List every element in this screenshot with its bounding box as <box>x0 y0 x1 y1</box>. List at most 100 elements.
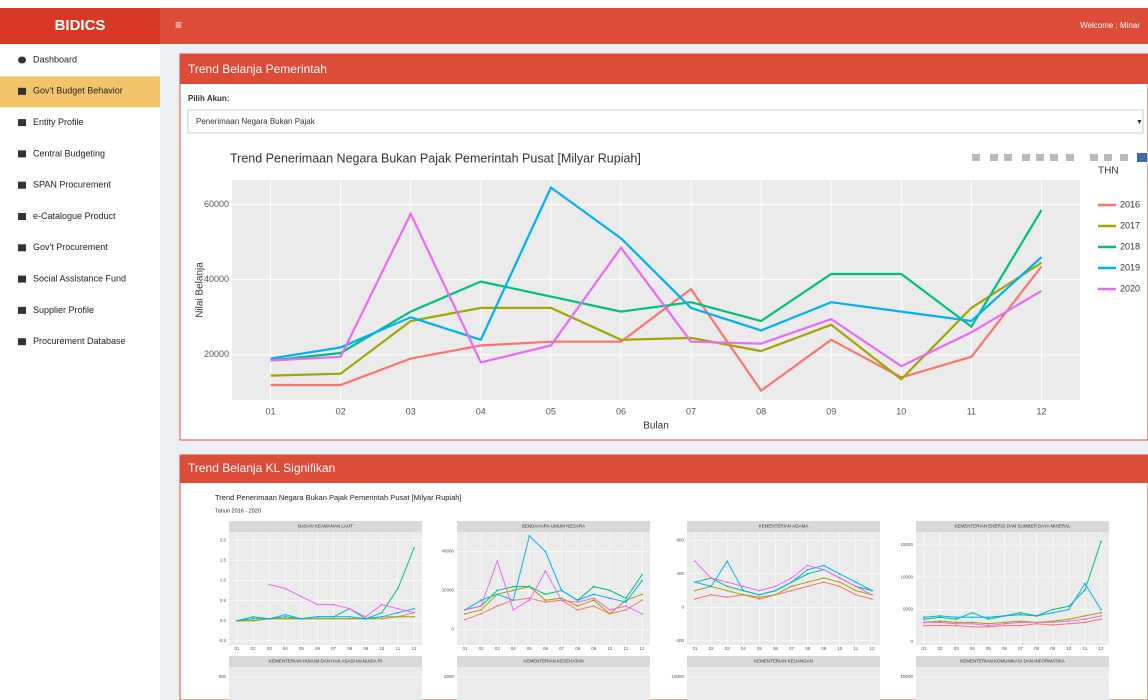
tool-icon[interactable] <box>1066 154 1074 161</box>
point <box>512 599 515 602</box>
point <box>774 589 777 592</box>
legend-label[interactable]: 2020 <box>1120 283 1140 293</box>
legend-label[interactable]: 2018 <box>1120 241 1140 251</box>
point <box>480 612 483 615</box>
sidebar-bg <box>0 44 160 700</box>
plot-bg <box>457 667 650 700</box>
menu-icon[interactable] <box>18 213 26 220</box>
menu-item[interactable]: Gov't Procurement <box>33 242 108 252</box>
point <box>971 626 974 628</box>
tool-icon[interactable] <box>1004 154 1012 161</box>
legend-label[interactable]: 2016 <box>1120 199 1140 209</box>
series-line <box>270 185 1043 360</box>
menu-item[interactable]: SPAN Procurement <box>33 180 111 190</box>
welcome[interactable]: Welcome : Minar <box>1080 21 1140 30</box>
menu-icon[interactable] <box>18 275 26 283</box>
point <box>413 615 415 618</box>
point <box>413 547 415 550</box>
point <box>1035 615 1038 617</box>
select-caret[interactable]: ▼ <box>1136 119 1143 126</box>
point <box>380 615 383 618</box>
x-tick-label: 04 <box>476 406 486 416</box>
menu-item[interactable]: Entity Profile <box>33 117 84 127</box>
chart-title: Trend Penerimaan Negara Bukan Pajak Peme… <box>230 151 641 165</box>
menu-item[interactable]: Supplier Profile <box>33 305 94 315</box>
tool-icon[interactable] <box>1050 154 1058 161</box>
point <box>624 601 627 604</box>
brand[interactable]: BIDICS <box>55 17 106 34</box>
menu-item[interactable]: Central Budgeting <box>33 148 105 158</box>
toolbar <box>972 153 1147 162</box>
select-box[interactable] <box>187 109 1144 134</box>
point <box>300 595 303 598</box>
tool-icon[interactable] <box>1120 154 1128 161</box>
point <box>726 589 729 592</box>
point <box>939 624 942 627</box>
menu-icon[interactable] <box>18 181 26 189</box>
point <box>464 618 466 621</box>
menu-item[interactable]: Social Assistance Fund <box>33 273 126 283</box>
point <box>726 596 729 599</box>
point <box>1100 611 1102 614</box>
y-tick-label: 400 <box>676 571 684 576</box>
y-tick-label: 500 <box>218 674 226 679</box>
menu-icon[interactable] <box>18 119 26 127</box>
tool-icon[interactable] <box>972 154 980 161</box>
tool-icon[interactable] <box>1022 154 1030 161</box>
tool-icon[interactable] <box>1104 154 1112 161</box>
x-tick-label: 07 <box>559 646 565 651</box>
facet-strip <box>229 521 422 532</box>
x-tick-label: 11 <box>967 406 976 416</box>
point <box>608 589 611 592</box>
x-tick-label: 12 <box>1036 406 1046 416</box>
point <box>560 589 563 592</box>
menu-item[interactable]: Dashboard <box>33 54 77 64</box>
plot-bg <box>232 180 1080 400</box>
x-tick-label: 03 <box>954 646 960 651</box>
point <box>854 581 857 584</box>
tool-icon[interactable] <box>1036 154 1044 161</box>
select-value[interactable]: Penerimaan Negara Bukan Pajak <box>196 117 316 126</box>
menu-icon[interactable] <box>18 244 26 252</box>
menu-icon[interactable] <box>18 56 26 64</box>
plot-bg <box>916 667 1109 700</box>
menu-item[interactable]: e-Catalogue Product <box>33 211 116 221</box>
menu-item[interactable]: Procurement Database <box>33 336 126 346</box>
series-line <box>464 586 643 615</box>
point <box>641 612 643 615</box>
x-tick-label: 10 <box>896 406 906 416</box>
tool-icon[interactable] <box>990 154 998 161</box>
tool-icon[interactable] <box>1137 153 1147 162</box>
menu-icon[interactable] <box>18 150 26 158</box>
point <box>1067 622 1070 625</box>
point <box>939 615 942 617</box>
point <box>480 599 483 602</box>
point <box>871 593 873 596</box>
point <box>742 589 745 592</box>
menu-icon[interactable] <box>18 87 26 95</box>
menu-icon[interactable] <box>18 306 26 314</box>
facet-grid: BADAN KEAMANAN LAUT2.01.51.00.50.0-0.501… <box>218 521 1109 700</box>
y-tick-label: 0.5 <box>220 598 227 603</box>
tool-icon[interactable] <box>1090 154 1098 161</box>
series-line <box>694 560 873 596</box>
menu-item[interactable]: Gov't Budget Behavior <box>33 86 123 96</box>
point <box>413 607 415 610</box>
point <box>284 587 287 590</box>
series-line <box>923 541 1102 620</box>
point <box>1067 605 1070 608</box>
point <box>790 589 793 592</box>
y-tick-label: 800 <box>676 538 684 543</box>
legend-label[interactable]: 2017 <box>1120 220 1140 230</box>
series-line <box>924 618 1102 628</box>
point <box>608 612 611 615</box>
menu-icon[interactable] <box>18 338 26 346</box>
point <box>758 596 761 599</box>
legend-label[interactable]: 2019 <box>1120 262 1140 272</box>
point <box>544 550 547 553</box>
point <box>592 597 595 600</box>
menu-toggle[interactable]: ≡ <box>175 18 182 32</box>
point <box>544 601 547 604</box>
point <box>252 619 255 622</box>
point <box>923 621 925 624</box>
